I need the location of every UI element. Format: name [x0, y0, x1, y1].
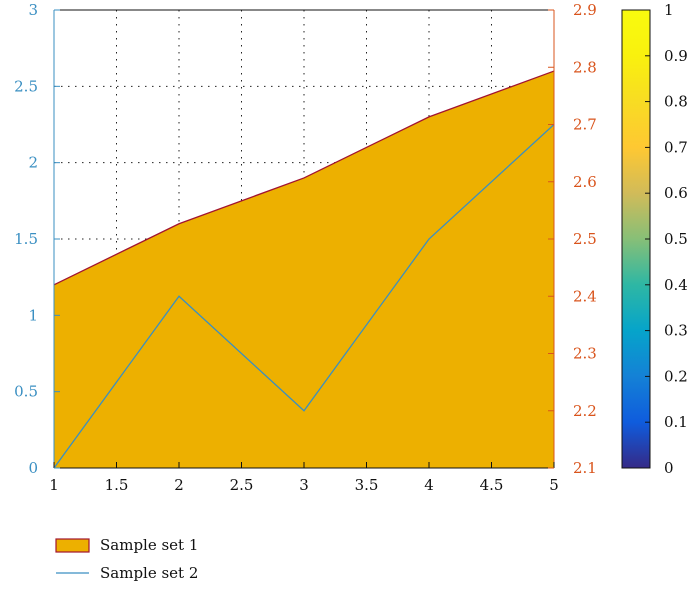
y-tick-label-5: 2.5 [14, 77, 38, 95]
y2-tick-label-3: 2.4 [573, 287, 597, 305]
colorbar-tick-label-10: 1 [664, 1, 674, 19]
x-tick-label-3: 2.5 [230, 476, 254, 494]
y-tick-label-0: 0 [28, 459, 38, 477]
colorbar-tick-label-2: 0.2 [664, 367, 688, 385]
x-tick-label-7: 4.5 [480, 476, 504, 494]
x-tick-label-1: 1.5 [105, 476, 129, 494]
x-tick-label-4: 3 [299, 476, 309, 494]
legend-label-series-1: Sample set 1 [100, 536, 198, 554]
colorbar-tick-label-1: 0.1 [664, 413, 688, 431]
y2-tick-label-0: 2.1 [573, 459, 597, 477]
x-tick-label-6: 4 [424, 476, 434, 494]
colorbar-tick-label-9: 0.9 [664, 47, 688, 65]
area-series-1 [54, 71, 554, 469]
colorbar-tick-label-4: 0.4 [664, 276, 688, 294]
legend-label-series-2: Sample set 2 [100, 564, 198, 582]
y2-tick-label-5: 2.6 [573, 173, 597, 191]
colorbar-tick-label-7: 0.7 [664, 138, 688, 156]
y2-tick-label-2: 2.3 [573, 345, 597, 363]
y-tick-label-4: 2 [28, 154, 38, 172]
x-tick-label-0: 1 [49, 476, 59, 494]
y-tick-label-1: 0.5 [14, 383, 38, 401]
y-tick-label-6: 3 [28, 1, 38, 19]
colorbar-tick-label-6: 0.6 [664, 184, 688, 202]
y2-tick-label-8: 2.9 [573, 1, 597, 19]
y2-tick-label-7: 2.8 [573, 58, 597, 76]
y-tick-label-3: 1.5 [14, 230, 38, 248]
y2-tick-label-4: 2.5 [573, 230, 597, 248]
x-tick-label-5: 3.5 [355, 476, 379, 494]
colorbar-tick-label-3: 0.3 [664, 322, 688, 340]
colorbar-tick-label-5: 0.5 [664, 230, 688, 248]
x-tick-label-8: 5 [549, 476, 559, 494]
colorbar-tick-label-0: 0 [664, 459, 674, 477]
legend-swatch-series-1 [55, 538, 90, 553]
y2-tick-label-1: 2.2 [573, 402, 597, 420]
y2-tick-label-6: 2.7 [573, 116, 597, 134]
x-tick-label-2: 2 [174, 476, 184, 494]
colorbar-tick-label-8: 0.8 [664, 93, 688, 111]
y-tick-label-2: 1 [28, 306, 38, 324]
